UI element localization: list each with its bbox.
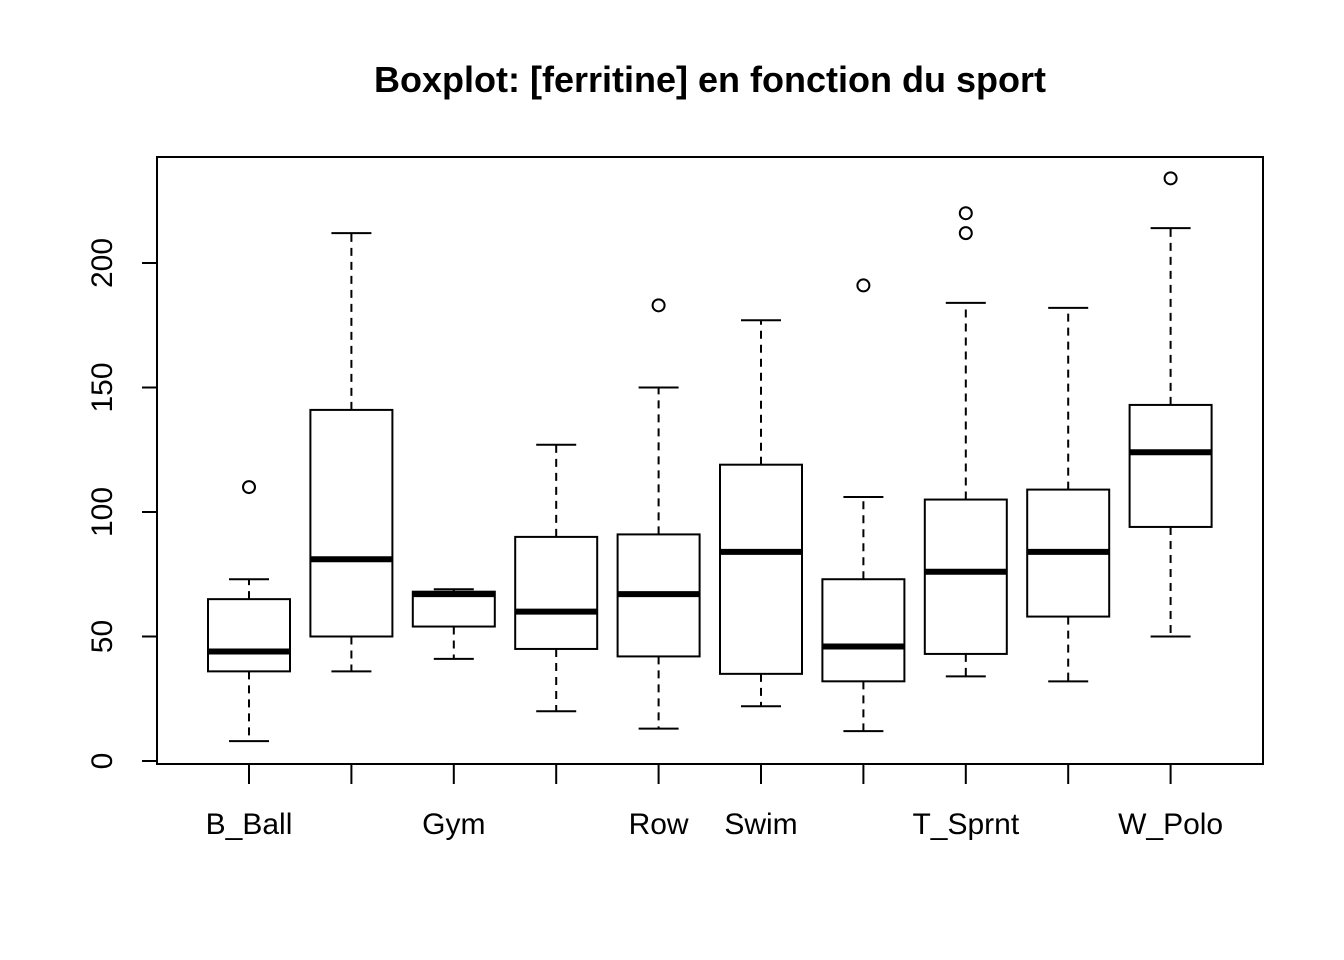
box-group	[1026, 306, 1111, 683]
x-tick-label: T_Sprnt	[912, 808, 1019, 841]
box-iqr	[719, 463, 803, 675]
outlier-point	[856, 278, 871, 293]
y-tick-label: 50	[86, 620, 119, 653]
y-tick-label: 0	[86, 753, 119, 770]
outlier-point	[958, 226, 973, 241]
box-group	[309, 232, 394, 673]
box-iqr	[411, 590, 496, 628]
box-iqr	[309, 408, 394, 638]
y-tick-label: 200	[86, 238, 119, 288]
y-tick-label: 100	[86, 487, 119, 537]
box-group	[411, 588, 496, 660]
box-group	[923, 206, 1008, 678]
box-iqr	[923, 498, 1008, 655]
box-iqr	[207, 598, 291, 673]
x-tick-label: W_Polo	[1118, 808, 1223, 841]
box-group	[719, 319, 803, 708]
chart-title: Boxplot: [ferritine] en fonction du spor…	[374, 59, 1046, 100]
box-iqr	[1128, 403, 1213, 528]
box-iqr	[514, 535, 599, 650]
outlier-point	[1163, 171, 1178, 186]
x-tick-label: B_Ball	[206, 808, 293, 841]
box-iqr	[821, 578, 906, 683]
x-tick-label: Swim	[724, 808, 797, 841]
outlier-point	[242, 480, 256, 495]
y-tick-label: 150	[86, 362, 119, 412]
box-group	[821, 278, 906, 733]
box-group	[514, 443, 599, 713]
x-axis: B_Ball Gym Row Swim T_Sprnt W_Polo	[206, 763, 1223, 841]
box-group	[207, 480, 291, 743]
outlier-point	[958, 206, 973, 221]
y-axis: 0 50 100 150 200	[86, 238, 158, 770]
box-group	[1128, 171, 1213, 638]
boxes-group	[207, 171, 1213, 743]
outlier-point	[651, 298, 666, 313]
x-tick-label: Row	[629, 808, 689, 841]
x-tick-label: Gym	[422, 808, 485, 841]
box-group	[616, 298, 701, 730]
